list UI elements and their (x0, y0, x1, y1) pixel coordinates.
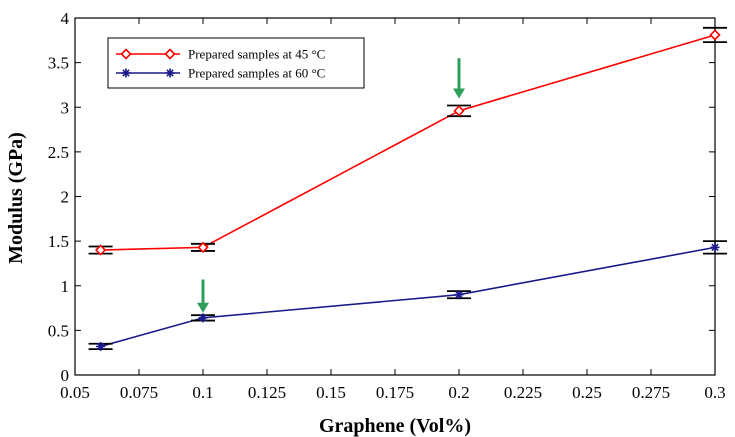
data-point (165, 68, 175, 78)
x-tick-label: 0.225 (504, 383, 542, 402)
legend: Prepared samples at 45 °C Prepared sample… (107, 37, 365, 89)
y-tick-label: 3 (61, 98, 70, 117)
series-line (100, 246, 716, 348)
series (88, 26, 727, 351)
x-tick-label: 0.2 (448, 383, 469, 402)
data-point (197, 241, 209, 254)
y-tick-label: 4 (61, 9, 70, 28)
data-point-stroke (711, 243, 719, 252)
data-point (709, 29, 721, 41)
data-point (121, 68, 131, 78)
ticks: 0.05 0.075 0.1 0.125 0.15 0.175 0.2 0.225 0.25 0.… (48, 9, 726, 402)
x-tick-label: 0.05 (60, 383, 90, 402)
x-tick-label: 0.275 (632, 383, 670, 402)
y-tick-label: 0 (61, 366, 70, 385)
arrow-head (453, 88, 465, 99)
arrow-head (197, 302, 209, 313)
legend-entry: Prepared samples at 60 °C (116, 66, 325, 81)
data-point (120, 48, 132, 60)
y-axis-title: Modulus (GPa) (5, 132, 27, 264)
y-tick-label: 2.5 (48, 143, 69, 162)
data-point-stroke (96, 342, 105, 351)
legend-box (107, 37, 365, 89)
data-point-stroke (122, 69, 130, 77)
x-tick-label: 0.175 (376, 383, 414, 402)
data-point-stroke (166, 69, 174, 77)
x-tick-label: 0.15 (316, 383, 346, 402)
data-point (453, 105, 465, 117)
y-tick-label: 1 (61, 277, 70, 296)
x-tick-label: 0.25 (572, 383, 602, 402)
data-point (164, 48, 176, 60)
x-tick-label: 0.125 (248, 383, 286, 402)
legend-label: Prepared samples at 60 °C (188, 66, 325, 81)
y-tick-label: 3.5 (48, 54, 69, 73)
data-point (198, 313, 208, 323)
series-1 (88, 26, 727, 256)
data-point (94, 244, 107, 256)
series-2 (88, 240, 727, 351)
x-tick-label: 0.075 (120, 383, 158, 402)
y-tick-label: 1.5 (48, 232, 69, 251)
annotation-arrow (197, 279, 209, 313)
x-tick-label: 0.1 (192, 383, 213, 402)
series-line (100, 34, 716, 251)
x-axis-title: Graphene (Vol%) (319, 415, 471, 437)
data-point-stroke (199, 314, 207, 322)
legend-label: Prepared samples at 45 °C (188, 47, 325, 62)
legend-entry: Prepared samples at 45 °C (116, 47, 325, 62)
x-tick-label: 0.3 (704, 383, 725, 402)
annotations (197, 58, 465, 313)
annotation-arrow (453, 58, 465, 99)
data-point (710, 242, 720, 252)
y-tick-label: 0.5 (48, 321, 69, 340)
data-point (454, 290, 464, 300)
y-tick-label: 2 (61, 188, 70, 207)
data-point-stroke (455, 290, 463, 299)
data-point (96, 341, 106, 351)
